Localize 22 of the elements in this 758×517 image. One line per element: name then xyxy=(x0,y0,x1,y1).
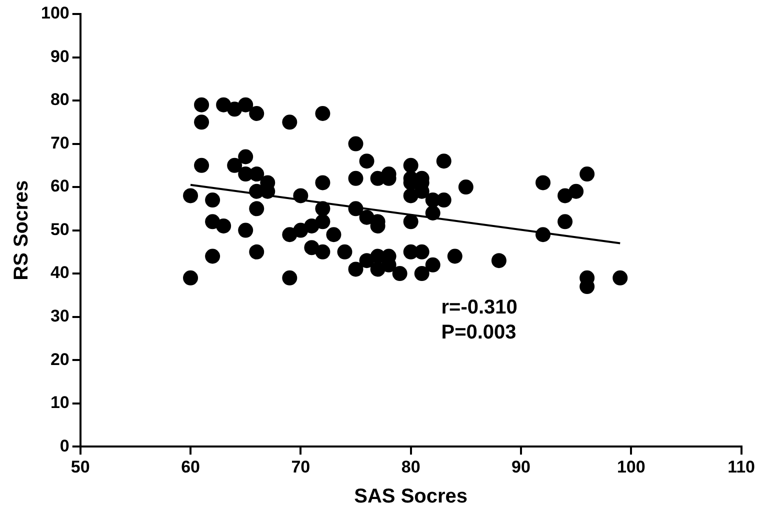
x-tick-label: 80 xyxy=(401,457,420,476)
y-tick-label: 70 xyxy=(50,133,70,152)
x-tick-label: 100 xyxy=(616,457,646,476)
x-tick-label: 90 xyxy=(512,457,530,476)
y-axis-title: RS Socres xyxy=(10,180,33,280)
y-tick-label: 0 xyxy=(60,436,70,456)
y-tick-label: 20 xyxy=(50,350,70,369)
y-tick-label: 40 xyxy=(50,263,70,282)
y-tick-label: 90 xyxy=(50,46,70,66)
y-tick-label: 50 xyxy=(50,220,70,239)
x-tick-label: 60 xyxy=(181,457,200,476)
y-tick-label: 80 xyxy=(50,90,70,110)
x-tick-label: 50 xyxy=(70,457,90,476)
y-tick-label: 30 xyxy=(50,306,70,326)
x-tick-label: 110 xyxy=(728,457,756,476)
y-tick-label: 60 xyxy=(50,176,70,196)
x-axis-title: SAS Socres xyxy=(354,486,468,508)
annotation: P=0.003 xyxy=(441,322,516,344)
y-tick-label: 100 xyxy=(40,4,70,23)
x-tick-label: 70 xyxy=(291,457,310,476)
annotation: r=-0.310 xyxy=(441,296,518,319)
y-tick-label: 10 xyxy=(50,393,70,412)
